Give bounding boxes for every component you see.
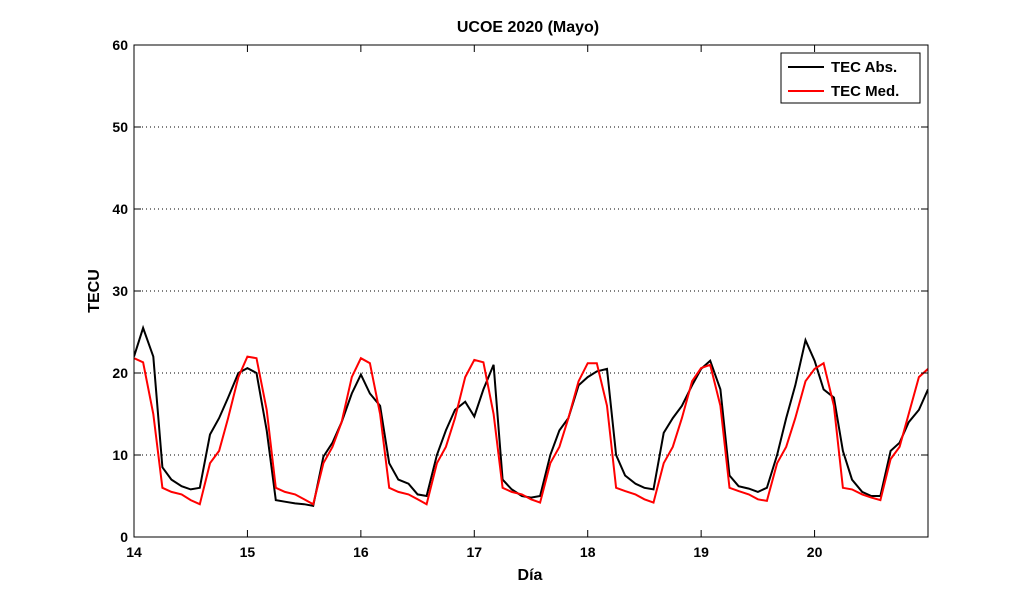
x-axis-ticks: 14 15 16 17 18 19 20 [126,45,823,560]
x-tick-label: 16 [353,544,369,560]
series-line-tec-med [134,355,928,506]
y-axis-ticks: 0 10 20 30 40 50 60 [112,37,928,545]
y-tick-label: 60 [112,37,128,53]
y-axis-label: TECU [86,269,103,313]
y-tick-label: 20 [112,365,128,381]
y-tick-label: 40 [112,201,128,217]
legend: TEC Abs. TEC Med. [780,52,921,104]
x-tick-label: 17 [466,544,482,560]
y-tick-label: 30 [112,283,128,299]
y-tick-label: 50 [112,119,128,135]
series-lines [134,324,928,507]
legend-label-tec-med: TEC Med. [831,83,899,100]
y-tick-label: 10 [112,447,128,463]
legend-label-tec-abs: TEC Abs. [831,59,897,76]
x-tick-label: 18 [580,544,596,560]
chart-title: UCOE 2020 (Mayo) [457,19,599,36]
legend-box [780,52,921,104]
x-tick-label: 14 [126,544,142,560]
x-tick-label: 15 [240,544,256,560]
y-tick-label: 0 [120,529,128,545]
grid-lines [134,126,928,456]
series-line-tec-abs [134,324,928,507]
x-tick-label: 20 [807,544,823,560]
x-tick-label: 19 [693,544,709,560]
x-axis-label: Día [518,567,543,584]
